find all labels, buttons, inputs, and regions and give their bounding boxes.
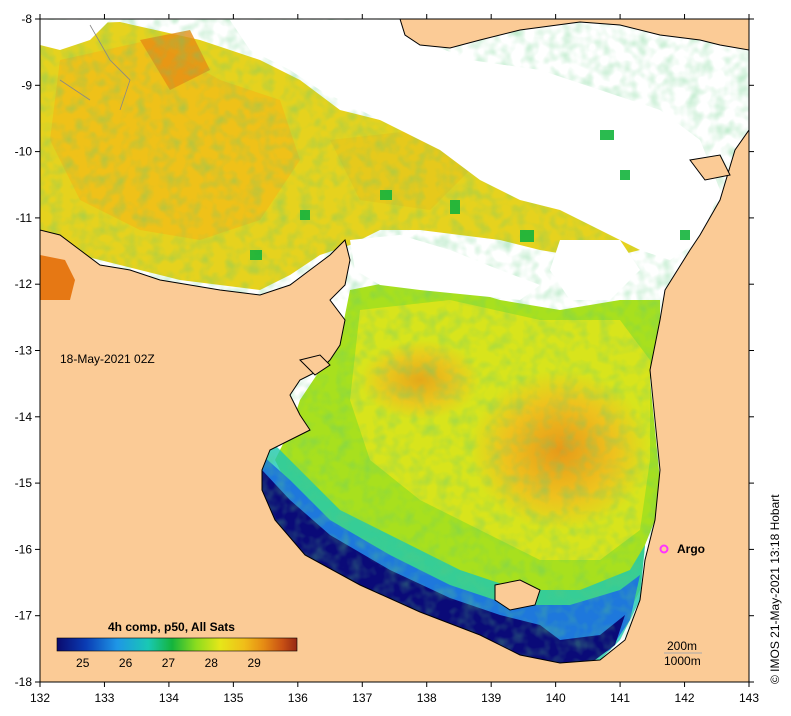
sst-legend: 4h comp, p50, All Sats 25 26 27 28 29	[56, 620, 298, 670]
x-tick-label: 133	[94, 691, 114, 705]
legend-tick-label: 28	[205, 656, 219, 670]
date-label: 18-May-2021 02Z	[60, 352, 155, 366]
y-tick-label: -9	[21, 78, 32, 92]
y-tick-label: -18	[15, 675, 33, 689]
x-tick-label: 132	[30, 691, 50, 705]
x-axis: 132 133 134 135 136 137 138 139 140 141 142 143	[30, 14, 759, 705]
x-tick-label: 135	[223, 691, 243, 705]
x-tick-label: 143	[739, 691, 759, 705]
y-axis: -8 -9 -10 -11 -12 -13 -14 -15 -16 -17 -18	[15, 12, 754, 689]
y-tick-label: -14	[15, 410, 33, 424]
y-tick-label: -15	[15, 476, 33, 490]
x-tick-label: 140	[546, 691, 566, 705]
x-tick-label: 136	[288, 691, 308, 705]
y-tick-label: -10	[15, 145, 33, 159]
y-tick-label: -12	[15, 277, 33, 291]
x-tick-label: 138	[417, 691, 437, 705]
cloud-edge-pixels	[250, 130, 690, 260]
depth-label-1000: 1000m	[664, 654, 701, 668]
rivers	[59, 24, 131, 111]
x-tick-label: 134	[159, 691, 179, 705]
legend-tick-label: 29	[247, 656, 261, 670]
legend-colorbar	[56, 637, 298, 652]
depth-label-200: 200m	[667, 639, 697, 653]
argo-label: Argo	[677, 542, 705, 556]
x-tick-label: 141	[610, 691, 630, 705]
y-tick-label: -17	[15, 609, 33, 623]
y-tick-label: -8	[21, 12, 32, 26]
y-tick-label: -11	[16, 211, 33, 225]
legend-tick-label: 27	[162, 656, 176, 670]
legend-title: 4h comp, p50, All Sats	[108, 620, 235, 634]
legend-tick-label: 25	[76, 656, 90, 670]
x-tick-label: 142	[675, 691, 695, 705]
cloud-mask	[40, 20, 720, 300]
legend-tick-label: 26	[119, 656, 133, 670]
x-tick-label: 137	[352, 691, 372, 705]
y-tick-label: -13	[15, 344, 33, 358]
land	[40, 19, 749, 682]
x-tick-label: 139	[481, 691, 501, 705]
y-tick-label: -16	[15, 542, 33, 556]
credit-text: © IMOS 21-May-2021 13:18 Hobart	[768, 494, 782, 684]
argo-marker-icon[interactable]	[659, 544, 669, 554]
